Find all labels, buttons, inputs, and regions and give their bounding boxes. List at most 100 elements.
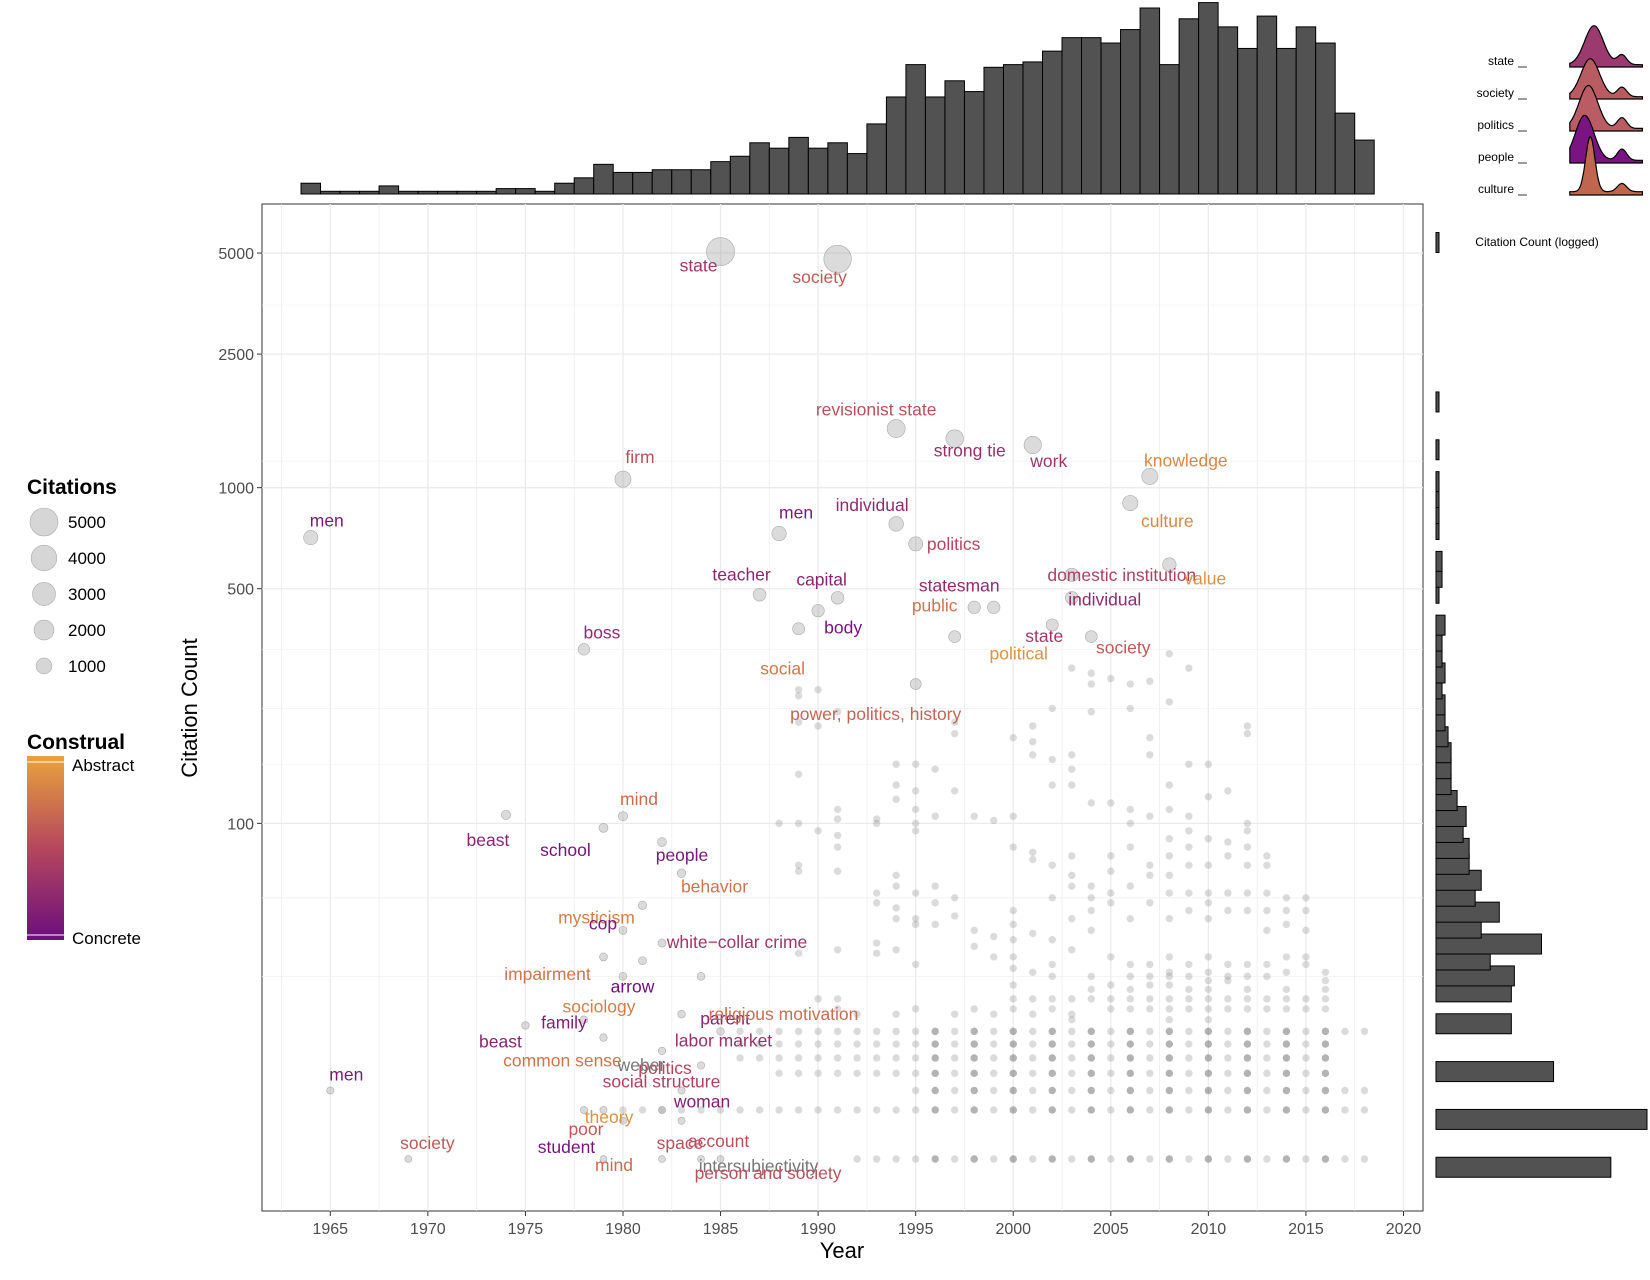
data-point — [911, 960, 920, 969]
data-point — [1141, 468, 1159, 485]
x-tick-label: 1980 — [605, 1221, 641, 1238]
data-point — [1107, 1086, 1115, 1095]
data-point — [888, 516, 904, 532]
point-label: white−collar crime — [666, 932, 808, 952]
point-label: mind — [595, 1155, 633, 1175]
data-point — [1048, 704, 1056, 713]
data-point — [619, 1116, 627, 1125]
data-point — [833, 1027, 842, 1036]
data-point — [1282, 894, 1291, 902]
data-point — [1146, 733, 1154, 742]
data-point — [853, 1106, 861, 1114]
year-histogram-bar — [534, 190, 556, 195]
data-point — [1146, 871, 1154, 880]
data-point — [853, 1069, 861, 1078]
data-point — [1302, 926, 1310, 935]
data-point — [1224, 1069, 1232, 1078]
data-point — [950, 1086, 959, 1095]
data-point — [1126, 704, 1135, 713]
citation-histogram-bar — [1435, 1061, 1555, 1083]
data-point — [1146, 981, 1154, 989]
point-label: body — [824, 618, 862, 638]
data-point — [1321, 1155, 1330, 1163]
data-point — [1321, 976, 1330, 985]
data-point — [794, 1054, 803, 1062]
data-point — [1243, 1106, 1252, 1114]
data-point — [872, 1054, 881, 1062]
data-point — [833, 867, 842, 875]
point-label: society — [1096, 638, 1151, 658]
data-point — [1146, 1155, 1154, 1163]
data-point — [911, 787, 920, 795]
point-label: social — [760, 659, 805, 679]
data-point — [1282, 1106, 1291, 1114]
data-point — [716, 1027, 725, 1036]
data-point — [990, 1106, 998, 1114]
data-point — [303, 530, 319, 546]
data-point — [990, 1027, 998, 1036]
data-point — [1126, 914, 1135, 923]
data-point — [1243, 1040, 1252, 1048]
data-point — [755, 1027, 764, 1036]
data-point — [1068, 781, 1076, 789]
data-point — [1085, 630, 1098, 643]
ridgeline-label: people — [1478, 150, 1514, 164]
x-tick-label: 1990 — [800, 1221, 836, 1238]
data-point — [1087, 1155, 1095, 1163]
data-point — [1009, 1005, 1017, 1013]
year-histogram-bar — [476, 190, 497, 195]
point-label: space — [657, 1133, 704, 1153]
data-point — [833, 995, 842, 1003]
data-point — [1263, 926, 1271, 935]
data-point — [1282, 1086, 1291, 1095]
year-histogram-bar — [749, 142, 770, 195]
data-point — [970, 1069, 978, 1078]
data-point — [1243, 819, 1252, 828]
data-point — [1165, 1040, 1174, 1048]
data-point — [1243, 1054, 1252, 1062]
data-point — [1029, 1010, 1037, 1018]
data-point — [1282, 1086, 1291, 1095]
year-histogram-bar — [398, 190, 419, 195]
data-point — [1204, 834, 1213, 843]
data-point — [794, 692, 803, 700]
data-point — [950, 912, 959, 920]
data-point — [1224, 787, 1232, 795]
data-point — [794, 949, 803, 958]
data-point — [1107, 1005, 1115, 1013]
data-point — [1068, 946, 1076, 954]
data-point — [697, 1061, 706, 1070]
data-point — [990, 1069, 998, 1078]
legend-size-circle — [32, 582, 56, 606]
citation-histogram-bar — [1435, 1108, 1648, 1130]
data-point — [1087, 1027, 1095, 1036]
year-histogram-bar — [1315, 42, 1336, 195]
legend-size-circle — [30, 544, 58, 572]
data-point — [1243, 995, 1252, 1003]
data-point — [1282, 906, 1291, 915]
data-point — [794, 819, 803, 828]
data-point — [911, 1086, 920, 1095]
data-point — [1126, 1027, 1135, 1036]
data-point — [1165, 805, 1174, 814]
year-histogram-bar — [905, 64, 926, 195]
year-histogram-bar — [671, 169, 692, 195]
data-point — [1087, 1040, 1095, 1048]
y-tick-label: 1000 — [218, 481, 254, 498]
data-point — [1204, 985, 1213, 994]
year-histogram-bar — [1256, 15, 1278, 195]
data-point — [775, 1040, 783, 1048]
x-tick-label: 2005 — [1093, 1221, 1129, 1238]
data-point — [1068, 852, 1076, 860]
data-point — [1023, 436, 1042, 455]
data-point — [1321, 968, 1330, 976]
x-tick-label: 1985 — [703, 1221, 739, 1238]
x-axis-title: Year — [820, 1238, 864, 1263]
data-point — [1087, 680, 1095, 688]
data-point — [1087, 1040, 1095, 1048]
x-tick-label: 2020 — [1386, 1221, 1422, 1238]
data-point — [1107, 889, 1115, 897]
data-point — [892, 760, 900, 768]
data-point — [658, 1155, 666, 1163]
data-point — [1009, 1106, 1017, 1114]
